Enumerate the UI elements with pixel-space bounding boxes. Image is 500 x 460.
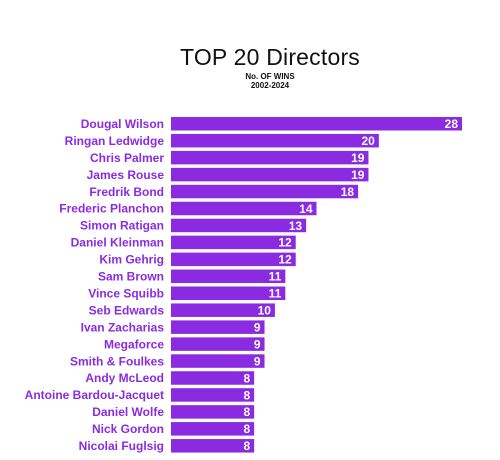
bar [171, 167, 369, 182]
value-label: 12 [278, 236, 292, 250]
category-label: Fredrik Bond [89, 185, 164, 199]
bar [171, 405, 255, 419]
bar [171, 235, 296, 250]
value-label: 10 [258, 304, 272, 318]
value-label: 9 [254, 354, 261, 368]
bar [171, 337, 265, 351]
value-label: 20 [361, 134, 375, 148]
value-label: 19 [351, 168, 365, 182]
category-label: Sam Brown [98, 270, 164, 284]
value-label: 8 [243, 439, 250, 453]
category-label: Frederic Planchon [59, 202, 164, 216]
bar [171, 286, 286, 300]
category-label: Ivan Zacharias [81, 320, 165, 334]
bar [171, 218, 307, 233]
chart-subtitle-line1: No. OF WINS [245, 72, 295, 81]
value-label: 8 [243, 405, 250, 419]
category-label: Megaforce [104, 337, 164, 351]
bar [171, 184, 359, 199]
value-label: 13 [289, 219, 303, 233]
category-label: James Rouse [87, 168, 165, 182]
value-label: 8 [243, 371, 250, 385]
value-label: 9 [254, 337, 261, 351]
value-label: 8 [243, 388, 250, 402]
category-label: Dougal Wilson [81, 117, 164, 131]
bar [171, 117, 462, 131]
chart-subtitle-line2: 2002-2024 [250, 81, 290, 90]
category-label: Vince Squibb [88, 286, 164, 300]
bar [171, 252, 296, 267]
bar [171, 150, 369, 165]
bar [171, 269, 286, 284]
value-label: 11 [269, 270, 282, 284]
category-label: Daniel Wolfe [92, 405, 164, 419]
category-label: Antoine Bardou-Jacquet [25, 388, 164, 402]
category-label: Chris Palmer [90, 151, 164, 165]
category-label: Simon Ratigan [80, 219, 164, 233]
category-label: Daniel Kleinman [71, 236, 164, 250]
category-label: Nick Gordon [92, 422, 164, 436]
category-label: Ringan Ledwidge [65, 134, 165, 148]
bar [171, 422, 255, 436]
bar [171, 439, 255, 453]
chart-subtitle: No. OF WINS 2002-2024 [220, 72, 320, 90]
category-label: Smith & Foulkes [70, 354, 164, 368]
value-label: 9 [254, 320, 261, 334]
bar [171, 388, 255, 402]
value-label: 12 [278, 253, 292, 267]
value-label: 8 [243, 422, 250, 436]
bar [171, 133, 379, 148]
bar [171, 201, 317, 216]
value-label: 19 [351, 151, 365, 165]
value-label: 14 [299, 202, 313, 216]
category-label: Seb Edwards [89, 303, 165, 317]
chart-title: TOP 20 Directors [179, 44, 361, 70]
bar [171, 320, 265, 334]
category-label: Nicolai Fuglsig [79, 439, 164, 453]
bar [171, 354, 265, 368]
value-label: 11 [269, 287, 282, 301]
bar [171, 371, 255, 385]
bar [171, 303, 275, 317]
value-label: 18 [341, 185, 355, 199]
value-label: 28 [445, 117, 459, 131]
category-label: Andy McLeod [85, 371, 164, 385]
category-label: Kim Gehrig [99, 253, 164, 267]
